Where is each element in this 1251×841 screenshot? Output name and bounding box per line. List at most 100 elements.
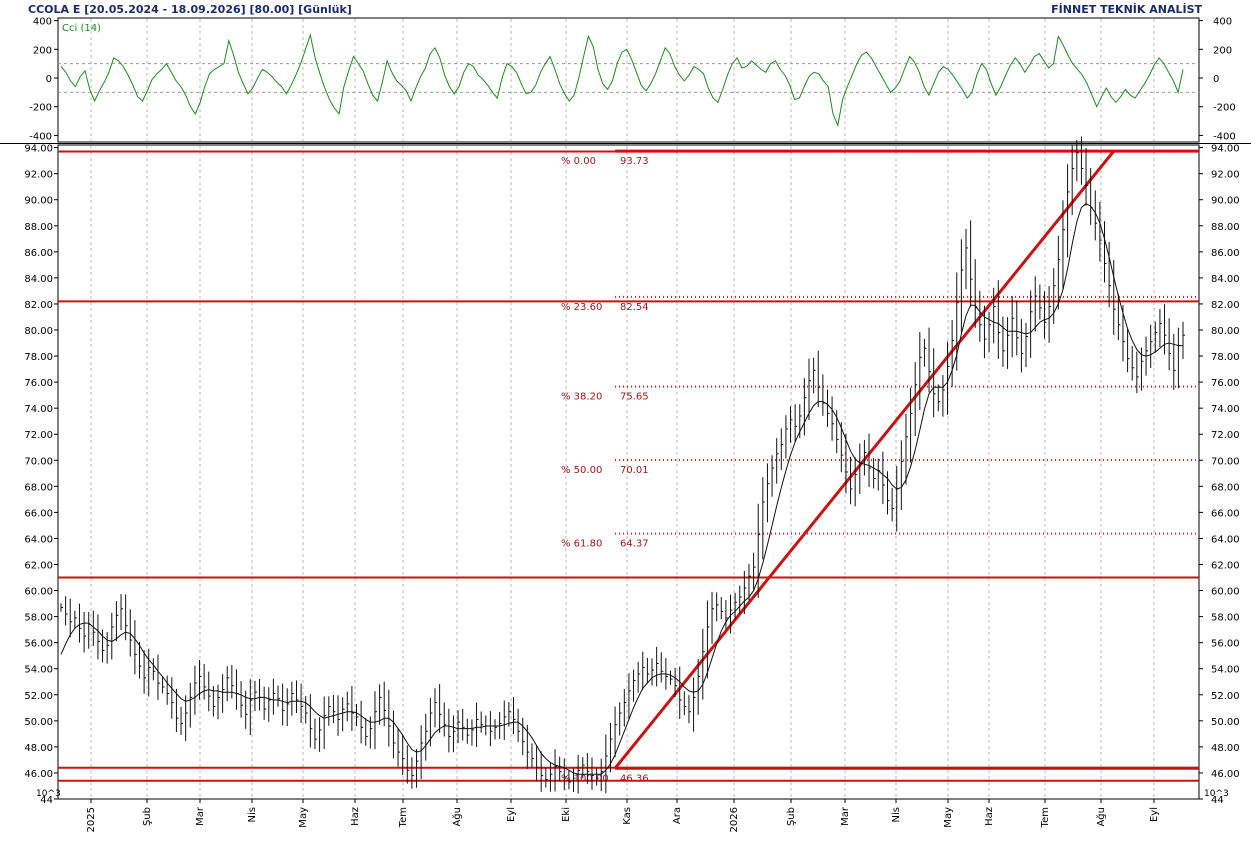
x-tick-label: Tem <box>398 807 409 828</box>
price-y-tick-left: 84.00 <box>24 274 53 285</box>
x-tick-label: Nis <box>891 807 902 822</box>
x-tick-label: Mar <box>195 806 206 826</box>
price-y-tick-right: 88.00 <box>1211 222 1240 233</box>
cci-y-tick-right: -400 <box>1213 131 1236 142</box>
fibonacci-level-value: 93.73 <box>620 156 649 167</box>
cci-line <box>60 33 1184 128</box>
price-y-tick-right: 78.00 <box>1211 352 1240 363</box>
cci-y-tick-left: 0 <box>46 74 52 85</box>
x-tick-label: Kas <box>622 807 633 825</box>
x-tick-label: Ağu <box>1095 807 1107 827</box>
moving-average-line <box>60 202 1183 775</box>
x-tick-label: Tem <box>1040 807 1051 828</box>
price-layer <box>60 136 1185 794</box>
fibonacci-level-label: % 38.20 <box>561 392 602 403</box>
price-y-tick-right: 58.00 <box>1211 613 1240 624</box>
price-y-tick-right: 76.00 <box>1211 378 1240 389</box>
price-y-tick-left: 72.00 <box>24 430 53 441</box>
price-y-tick-left: 86.00 <box>24 248 53 259</box>
cci-y-tick-right: -200 <box>1213 103 1236 114</box>
x-tick-label: Ağu <box>451 807 463 827</box>
price-y-tick-right: 80.00 <box>1211 326 1240 337</box>
price-y-tick-left: 92.00 <box>24 170 53 181</box>
price-y-tick-left: 44 <box>40 795 53 806</box>
price-y-tick-left: 60.00 <box>24 587 53 598</box>
cci-panel-frame <box>57 17 1200 143</box>
price-y-tick-right: 94.00 <box>1211 144 1240 155</box>
scale-marker-left: 10^3 <box>36 789 61 799</box>
fibonacci-level-label: % 23.60 <box>561 302 602 313</box>
price-y-tick-left: 62.00 <box>24 560 53 571</box>
grid <box>90 19 1155 798</box>
x-tick-label: May <box>298 807 309 828</box>
x-tick-label: Eki <box>561 807 572 822</box>
price-y-tick-left: 88.00 <box>24 222 53 233</box>
price-y-tick-left: 58.00 <box>24 613 53 624</box>
x-tick-label: Ara <box>672 807 683 824</box>
price-y-tick-right: 68.00 <box>1211 482 1240 493</box>
price-y-tick-left: 64.00 <box>24 534 53 545</box>
price-y-tick-right: 72.00 <box>1211 430 1240 441</box>
x-tick-label: Eyl <box>506 807 517 822</box>
x-tick-label: Şub <box>142 807 153 826</box>
fibonacci-level-value: 70.01 <box>620 465 649 476</box>
cci-y-tick-left: -200 <box>29 103 52 114</box>
price-y-tick-right: 56.00 <box>1211 639 1240 650</box>
cci-y-tick-right: 200 <box>1213 45 1232 56</box>
price-y-tick-right: 90.00 <box>1211 196 1240 207</box>
cci-y-tick-left: -400 <box>29 131 52 142</box>
price-y-tick-left: 82.00 <box>24 300 53 311</box>
fibonacci-level-value: 82.54 <box>620 302 649 313</box>
price-y-tick-right: 62.00 <box>1211 560 1240 571</box>
x-tick-label: May <box>943 807 954 828</box>
fibonacci-level-label: % 100.00 <box>561 773 609 784</box>
price-y-tick-right: 50.00 <box>1211 717 1240 728</box>
price-y-tick-left: 70.00 <box>24 456 53 467</box>
cci-layer <box>58 33 1199 128</box>
scale-marker-right: 10^3 <box>1204 789 1229 799</box>
price-y-tick-right: 48.00 <box>1211 743 1240 754</box>
price-y-tick-left: 90.00 <box>24 196 53 207</box>
price-y-tick-right: 52.00 <box>1211 691 1240 702</box>
chart-title: CCOLA E [20.05.2024 - 18.09.2026] [80.00… <box>28 3 352 16</box>
price-y-tick-right: 70.00 <box>1211 456 1240 467</box>
price-y-tick-left: 66.00 <box>24 508 53 519</box>
cci-y-tick-right: 400 <box>1213 17 1232 28</box>
price-y-tick-left: 80.00 <box>24 326 53 337</box>
brand-label: FİNNET TEKNİK ANALİST <box>1051 2 1202 16</box>
price-y-tick-left: 68.00 <box>24 482 53 493</box>
price-y-tick-left: 94.00 <box>24 144 53 155</box>
x-tick-label: Eyl <box>1149 807 1160 822</box>
price-panel-frame <box>57 144 1200 800</box>
x-tick-label: Nis <box>247 807 258 822</box>
price-y-tick-right: 54.00 <box>1211 665 1240 676</box>
fibonacci-level-label: % 0.00 <box>561 156 596 167</box>
fibonacci-level-value: 46.36 <box>620 773 649 784</box>
price-y-tick-left: 78.00 <box>24 352 53 363</box>
cci-y-tick-left: 200 <box>33 45 52 56</box>
fibonacci-level-value: 75.65 <box>620 392 649 403</box>
x-tick-label: 2026 <box>729 807 740 832</box>
x-tick-label: Mar <box>840 806 851 826</box>
fibonacci-layer: % 0.00 93.73 % 23.60 82.54 % 38.20 75.65 % 50.… <box>58 149 1199 784</box>
price-y-tick-left: 56.00 <box>24 639 53 650</box>
cci-y-tick-left: 400 <box>33 17 52 28</box>
price-y-tick-right: 92.00 <box>1211 170 1240 181</box>
fibonacci-level-label: % 61.80 <box>561 539 602 550</box>
price-y-tick-left: 52.00 <box>24 691 53 702</box>
price-y-tick-left: 76.00 <box>24 378 53 389</box>
price-y-tick-right: 66.00 <box>1211 508 1240 519</box>
price-y-tick-left: 74.00 <box>24 404 53 415</box>
fibonacci-level-value: 64.37 <box>620 539 649 550</box>
fibonacci-level-label: % 50.00 <box>561 465 602 476</box>
price-y-tick-right: 74.00 <box>1211 404 1240 415</box>
price-y-tick-right: 64.00 <box>1211 534 1240 545</box>
price-y-tick-right: 86.00 <box>1211 248 1240 259</box>
price-y-tick-right: 44 <box>1211 795 1224 806</box>
axes-layer: 2025 Şub Mar Nis May Haz Tem Ağu Eyl Eki Kas Ara 202… <box>24 17 1239 833</box>
x-tick-label: Haz <box>350 807 361 826</box>
x-tick-label: Şub <box>786 807 797 826</box>
price-y-tick-left: 48.00 <box>24 743 53 754</box>
price-y-tick-right: 60.00 <box>1211 587 1240 598</box>
